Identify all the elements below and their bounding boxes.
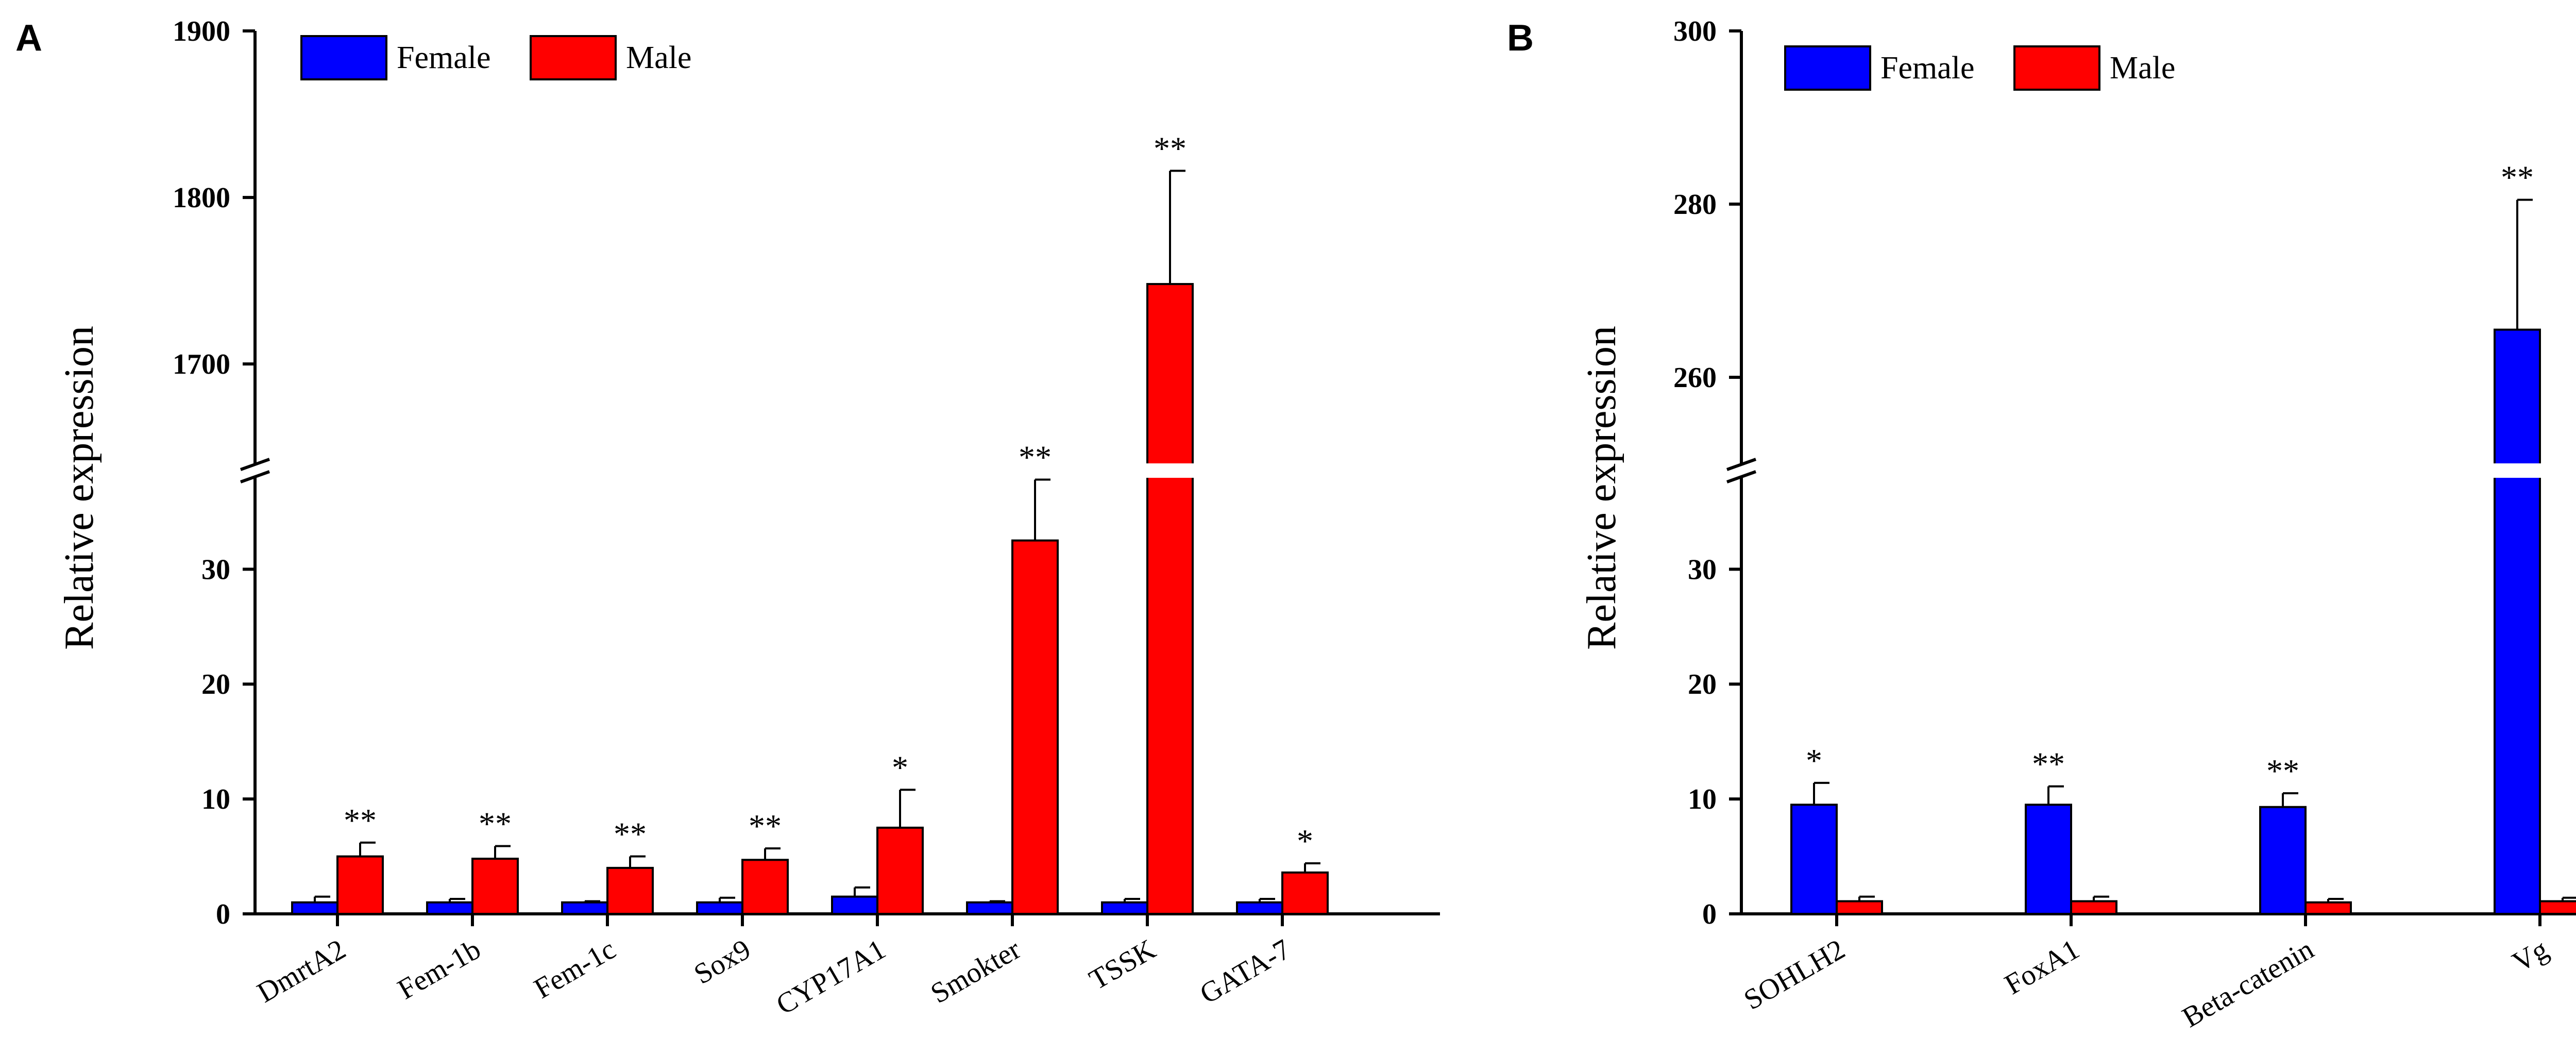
chart-panel-a: A 0 10 20 30 1700 1800 1900 Relative expression *… — [15, 15, 1440, 1021]
axis-break-mark — [240, 470, 270, 483]
x-category-label: GATA-7 — [1195, 933, 1296, 1010]
legend: Female Male — [300, 35, 691, 80]
x-category-label: CYP17A1 — [771, 933, 891, 1021]
significance-label: ** — [344, 802, 377, 839]
x-category-label: SOHLH2 — [1739, 933, 1851, 1016]
bar-male-1 — [471, 858, 519, 915]
y-tick-label: 30 — [1688, 554, 1717, 586]
bar-female-0 — [291, 901, 338, 915]
x-category-label: Smokter — [925, 933, 1026, 1010]
x-category-label: Beta-catenin — [2177, 933, 2319, 1034]
legend-swatch-male — [530, 35, 617, 80]
bar-male-0 — [1836, 900, 1883, 915]
legend: Female Male — [1784, 45, 2175, 91]
bar-female-1 — [2025, 804, 2072, 915]
bar-break-gap — [2493, 463, 2542, 478]
y-axis-title: Relative expression — [57, 326, 102, 650]
bar-male-3 — [2539, 900, 2576, 915]
y-tick-label: 300 — [1673, 15, 1717, 47]
legend-label: Female — [397, 40, 491, 75]
x-category-label: Fem-1b — [393, 933, 486, 1006]
y-tick-label: 0 — [216, 898, 230, 930]
legend-swatch-female — [300, 35, 387, 80]
bar-male-2 — [606, 866, 654, 915]
bar-female-4 — [831, 895, 878, 915]
axis-break-mark — [240, 458, 270, 471]
legend-label: Female — [1880, 51, 1975, 86]
chart-panel-b: B 0 10 20 30 260 280 300 Relative expression * SOH… — [1507, 15, 2576, 1034]
significance-label: * — [1297, 823, 1313, 859]
bar-female-1 — [426, 901, 473, 915]
bar-female-3 — [2494, 328, 2541, 915]
significance-label: ** — [479, 805, 512, 842]
bar-male-3 — [741, 859, 789, 915]
bar-female-6 — [1101, 901, 1148, 915]
bar-female-5 — [966, 901, 1013, 915]
bar-male-5 — [1011, 539, 1059, 915]
x-category-label: TSSK — [1084, 933, 1161, 996]
axis-break-mark — [1726, 458, 1757, 471]
legend-label: Male — [626, 40, 691, 75]
y-tick-label: 10 — [1688, 783, 1717, 815]
bar-male-1 — [2070, 900, 2117, 915]
legend-swatch-female — [1784, 45, 1871, 91]
bar-male-2 — [2304, 901, 2352, 915]
bar-male-6 — [1146, 283, 1194, 915]
y-tick-label: 1900 — [173, 15, 230, 47]
bar-female-2 — [2259, 806, 2307, 915]
significance-label: ** — [2266, 753, 2299, 789]
legend-label: Male — [2110, 51, 2175, 86]
bar-male-4 — [876, 826, 924, 915]
significance-label: * — [1806, 742, 1822, 779]
significance-label: ** — [749, 808, 782, 844]
y-tick-label: 10 — [201, 783, 230, 815]
y-tick-label: 30 — [201, 554, 230, 586]
bar-female-7 — [1236, 901, 1283, 915]
bar-female-2 — [561, 901, 608, 915]
significance-label: ** — [1154, 130, 1187, 166]
bar-female-3 — [696, 901, 743, 915]
significance-label: * — [892, 749, 908, 786]
bar-break-gap — [1145, 463, 1195, 478]
significance-label: ** — [2501, 159, 2534, 196]
panel-letter: A — [15, 18, 42, 59]
y-axis-title: Relative expression — [1579, 326, 1624, 650]
panel-letter: B — [1507, 18, 1534, 59]
y-tick-label: 1800 — [173, 182, 230, 214]
significance-label: ** — [614, 816, 647, 853]
x-category-label: Vg — [2507, 933, 2553, 979]
bar-male-0 — [336, 855, 384, 915]
y-tick-label: 1700 — [173, 348, 230, 380]
y-tick-label: 20 — [201, 669, 230, 700]
x-category-label: FoxA1 — [1999, 933, 2085, 1001]
significance-label: ** — [1019, 439, 1052, 475]
significance-label: ** — [2032, 746, 2065, 782]
bar-male-7 — [1281, 871, 1329, 915]
x-category-label: Sox9 — [689, 933, 756, 991]
x-category-label: DmrtA2 — [252, 933, 351, 1009]
x-category-label: Fem-1c — [529, 933, 621, 1005]
y-tick-label: 0 — [1702, 898, 1717, 930]
y-tick-label: 20 — [1688, 669, 1717, 700]
legend-swatch-male — [2013, 45, 2100, 91]
y-tick-label: 260 — [1673, 362, 1717, 394]
axis-break-mark — [1726, 470, 1757, 483]
y-tick-label: 280 — [1673, 189, 1717, 221]
bar-female-0 — [1790, 804, 1838, 915]
